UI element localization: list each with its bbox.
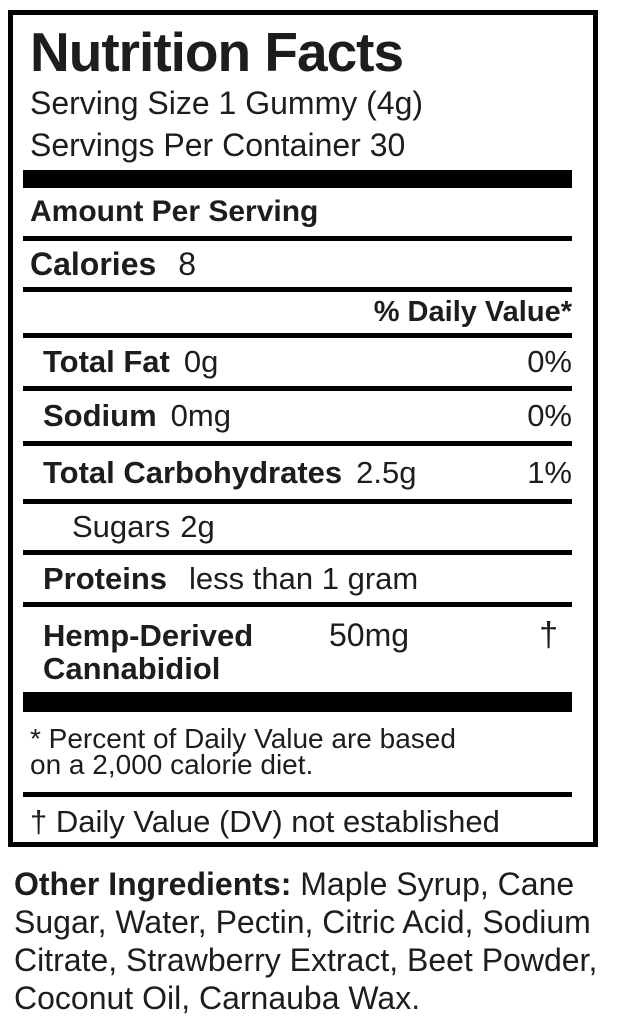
dagger-symbol: † (539, 616, 558, 654)
nutrient-dv: 0% (527, 344, 572, 379)
rule (23, 333, 572, 338)
rule (23, 287, 572, 292)
footnote-line-1: * Percent of Daily Value are based (30, 723, 456, 754)
serving-size: Serving Size 1 Gummy (4g) (30, 85, 424, 121)
calories-label: Calories (30, 245, 157, 282)
nutrient-name: Total Fat (43, 344, 170, 379)
other-ingredients-paragraph: Other Ingredients: Maple Syrup, Cane Sug… (14, 865, 610, 1017)
other-ingredients-text: Maple Syrup, Cane Sugar, Water, Pectin, … (14, 866, 598, 1016)
nutrient-amount: 50mg (329, 617, 410, 653)
row-sodium: Sodium 0mg 0% (23, 391, 572, 441)
nutrient-dv: 1% (527, 454, 572, 490)
nutrient-name: Hemp-Derived Cannabidiol (43, 618, 254, 686)
daily-value-header: % Daily Value* (373, 296, 572, 328)
footnote-line-2: on a 2,000 calorie diet. (30, 749, 314, 780)
row-hemp-derived-cannabidiol: Hemp-Derived Cannabidiol 50mg † (23, 607, 572, 692)
nutrient-name: Sugars (72, 509, 171, 544)
separator-bar-bottom (23, 692, 572, 712)
calories-row: Calories 8 (23, 241, 572, 287)
rule (23, 236, 572, 241)
daily-value-footnote: * Percent of Daily Value are based on a … (23, 712, 572, 792)
row-total-fat: Total Fat 0g 0% (23, 338, 572, 386)
dv-note-text: † Daily Value (DV) not established (30, 803, 500, 839)
other-ingredients-label: Other Ingredients: (14, 866, 292, 902)
rule (23, 550, 572, 555)
daily-value-header-row: % Daily Value* (23, 292, 572, 333)
nutrient-name: Sodium (43, 398, 157, 433)
row-sugars: Sugars 2g (23, 504, 572, 550)
servings-per-container: Servings Per Container 30 (30, 127, 406, 163)
nutrient-amount: less than 1 gram (189, 560, 419, 596)
nutrient-amount: 2.5g (356, 454, 417, 490)
nutrient-name: Proteins (43, 560, 168, 596)
amount-per-serving-row: Amount Per Serving (23, 188, 572, 236)
nutrient-dv: 0% (527, 398, 572, 433)
dv-not-established-note: † Daily Value (DV) not established (23, 797, 572, 846)
rule (23, 792, 572, 797)
separator-bar-top (23, 170, 572, 188)
rule (23, 602, 572, 607)
nutrient-name: Total Carbohydrates (43, 454, 343, 490)
rule (23, 441, 572, 446)
amount-per-serving-label: Amount Per Serving (30, 195, 319, 228)
rule (23, 386, 572, 391)
nutrient-amount: 0mg (170, 398, 231, 433)
row-total-carbohydrates: Total Carbohydrates 2.5g 1% (23, 446, 572, 499)
panel-title: Nutrition Facts (30, 21, 404, 83)
nutrient-amount: 2g (180, 509, 215, 544)
row-proteins: Proteins less than 1 gram (23, 555, 572, 602)
rule (23, 499, 572, 504)
nutrient-amount: 0g (183, 344, 219, 379)
calories-value: 8 (178, 245, 197, 282)
nutrition-facts-panel: Nutrition Facts Serving Size 1 Gummy (4g… (8, 10, 598, 847)
